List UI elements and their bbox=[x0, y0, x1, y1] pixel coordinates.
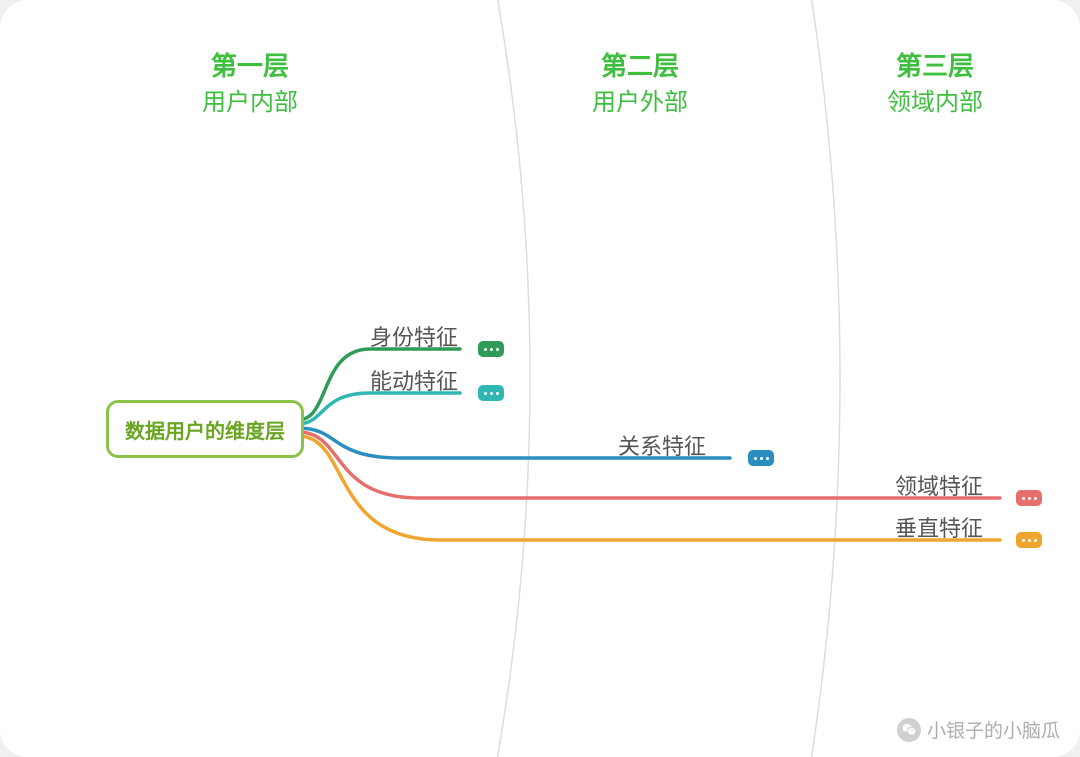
wechat-icon bbox=[897, 718, 921, 742]
layer-title: 第三层 bbox=[855, 48, 1015, 86]
layer-subtitle: 用户外部 bbox=[560, 86, 720, 121]
branch-label-3: 领域特征 bbox=[895, 469, 983, 501]
watermark: 小银子的小脑瓜 bbox=[897, 716, 1060, 743]
branch-label-4: 垂直特征 bbox=[895, 511, 983, 543]
layer-title: 第一层 bbox=[170, 48, 330, 86]
layer-subtitle: 用户内部 bbox=[170, 86, 330, 121]
layer-heading-1: 第一层用户内部 bbox=[170, 48, 330, 120]
diagram-card: 第一层用户内部 第二层用户外部 第三层领域内部 数据用户的维度层 身份特征能动特征关… bbox=[0, 0, 1080, 757]
branch-label-1: 能动特征 bbox=[370, 364, 458, 396]
layer-heading-3: 第三层领域内部 bbox=[855, 48, 1015, 120]
layer-title: 第二层 bbox=[560, 48, 720, 86]
more-icon[interactable] bbox=[478, 385, 504, 401]
layer-heading-2: 第二层用户外部 bbox=[560, 48, 720, 120]
more-icon[interactable] bbox=[1016, 490, 1042, 506]
root-node: 数据用户的维度层 bbox=[106, 400, 304, 458]
more-icon[interactable] bbox=[748, 450, 774, 466]
root-label: 数据用户的维度层 bbox=[125, 415, 285, 444]
more-icon[interactable] bbox=[1016, 532, 1042, 548]
branch-label-0: 身份特征 bbox=[370, 320, 458, 352]
layer-subtitle: 领域内部 bbox=[855, 86, 1015, 121]
branch-label-2: 关系特征 bbox=[618, 429, 706, 461]
more-icon[interactable] bbox=[478, 341, 504, 357]
watermark-text: 小银子的小脑瓜 bbox=[927, 716, 1060, 743]
